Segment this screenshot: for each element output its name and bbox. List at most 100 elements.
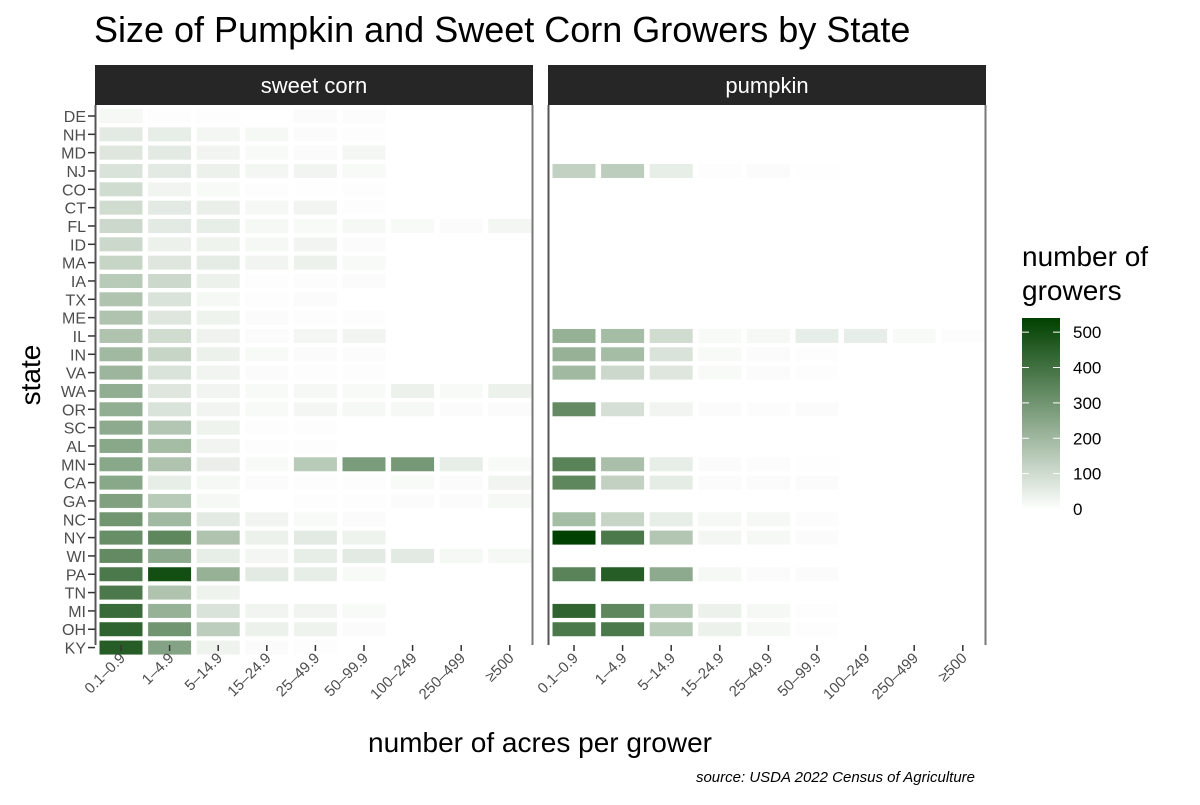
heatmap-tile: pumpkin PA 50–99.9: 10 [795,567,839,582]
heatmap-tile: sweet corn CA ≥500: 30 [488,475,532,490]
heatmap-tile: pumpkin NC 15–24.9: 20 [698,512,742,527]
heatmap-tile: sweet corn NH 25–49.9: 10 [293,127,337,142]
heatmap-tile: sweet corn WA 15–24.9: 15 [245,383,289,398]
heatmap-tile: sweet corn IN 15–24.9: 15 [245,347,289,362]
heatmap-tile: sweet corn GA 100–249: 10 [391,493,435,508]
heatmap-tile: pumpkin NJ 15–24.9: 5 [698,163,742,178]
y-tick-label: WI [66,549,86,566]
heatmap-tile: sweet corn FL 100–249: 15 [391,218,435,233]
y-tick-label: FL [67,219,86,236]
heatmap-tile: sweet corn DE 25–49.9: 10 [293,109,337,123]
heatmap-tile: sweet corn NY 0.1–0.9: 320 [99,530,143,545]
heatmap-tile: sweet corn WI ≥500: 20 [488,548,532,563]
legend-tick-label: 200 [1073,429,1101,448]
heatmap-tile: sweet corn WA 0.1–0.9: 230 [99,383,143,398]
y-tick-label: IL [73,329,86,346]
heatmap-tile: sweet corn ME 50–99.9: 5 [342,310,386,325]
legend-title-line-1: number of [1022,241,1148,272]
heatmap-tile: sweet corn NC 25–49.9: 15 [293,512,337,527]
x-tick-label: 100–249 [367,650,420,703]
heatmap-tile: pumpkin OR 0.1–0.9: 330 [552,402,596,417]
x-tick-label: 50–99.9 [774,650,824,700]
heatmap-tile: sweet corn VA 5–14.9: 30 [196,365,240,380]
heatmap-tile: pumpkin MN 1–4.9: 180 [601,457,645,472]
y-tick-label: VA [66,366,86,383]
heatmap-tile: sweet corn NJ 1–4.9: 60 [148,163,192,178]
y-tick-label: OR [62,402,86,419]
x-tick-label: 0.1–0.9 [81,650,128,697]
heatmap-tile: sweet corn CO 1–4.9: 30 [148,182,192,197]
heatmap-tile: pumpkin IN 25–49.9: 10 [746,347,790,362]
heatmap-tile: pumpkin PA 5–14.9: 240 [649,567,693,582]
heatmap-tile: sweet corn IL 50–99.9: 30 [342,328,386,343]
heatmap-tile: sweet corn CA 100–249: 15 [391,475,435,490]
heatmap-tile: pumpkin MI 0.1–0.9: 440 [552,603,596,618]
heatmap-tile: sweet corn WA 25–49.9: 20 [293,383,337,398]
heatmap-tile: pumpkin NY 0.1–0.9: 540 [552,530,596,545]
heatmap-tile: sweet corn PA 5–14.9: 220 [196,567,240,582]
heatmap-tile: sweet corn VA 25–49.9: 5 [293,365,337,380]
heatmap-tile: pumpkin MN 50–99.9: 3 [795,457,839,472]
heatmap-tile: sweet corn VA 1–4.9: 80 [148,365,192,380]
x-tick-label: 1–4.9 [139,650,178,689]
heatmap-tile: sweet corn IA 5–14.9: 40 [196,273,240,288]
heatmap-tile: sweet corn CT 50–99.9: 5 [342,200,386,215]
y-tick-label: CO [62,182,86,199]
legend-tick-label: 300 [1073,394,1101,413]
heatmap-tile: sweet corn IA 50–99.9: 10 [342,273,386,288]
heatmap-tile: pumpkin IL 250–499: 15 [892,328,936,343]
y-axis-title: state [15,345,46,406]
heatmap-tile: sweet corn PA 25–49.9: 50 [293,567,337,582]
heatmap-tile: sweet corn NH 1–4.9: 50 [148,127,192,142]
heatmap-tile: sweet corn VA 15–24.9: 10 [245,365,289,380]
heatmap-tile: sweet corn NJ 15–24.9: 25 [245,163,289,178]
heatmap-tile: sweet corn CA 1–4.9: 50 [148,475,192,490]
heatmap-tile: sweet corn MI 50–99.9: 15 [342,603,386,618]
heatmap-tile: pumpkin OH 0.1–0.9: 380 [552,622,596,637]
heatmap-tile: sweet corn CO 25–49.9: 3 [293,182,337,197]
color-legend: number of growers 0 100 200 300 400 500 [1022,241,1148,519]
heatmap-tile: sweet corn MA 50–99.9: 15 [342,255,386,270]
heatmap-tile: pumpkin NY 50–99.9: 10 [795,530,839,545]
heatmap-tile: sweet corn PA 0.1–0.9: 380 [99,567,143,582]
heatmap-tile: sweet corn TX 25–49.9: 10 [293,292,337,307]
heatmap-tile: sweet corn TX 1–4.9: 80 [148,292,192,307]
heatmap-tile: pumpkin IN 50–99.9: 5 [795,347,839,362]
heatmap-tile: pumpkin NJ 50–99.9: 3 [795,163,839,178]
heatmap-tile: pumpkin IN 15–24.9: 15 [698,347,742,362]
y-tick-label: IA [71,274,86,291]
heatmap-tile: sweet corn NY 15–24.9: 40 [245,530,289,545]
heatmap-tile: pumpkin VA 1–4.9: 110 [601,365,645,380]
heatmap-tile: sweet corn VA 0.1–0.9: 210 [99,365,143,380]
y-tick-label: PA [66,567,86,584]
heatmap-tile: sweet corn NJ 50–99.9: 15 [342,163,386,178]
heatmap-tile: pumpkin PA 0.1–0.9: 350 [552,567,596,582]
x-tick-label: ≥500 [482,650,518,686]
heatmap-tile: sweet corn NC 5–14.9: 60 [196,512,240,527]
heatmap-tile: pumpkin NC 1–4.9: 120 [601,512,645,527]
heatmap-tile: pumpkin VA 0.1–0.9: 200 [552,365,596,380]
heatmap-tile: sweet corn ID 50–99.9: 10 [342,237,386,252]
legend-tick-label: 400 [1073,359,1101,378]
heatmap-tile: pumpkin VA 5–14.9: 70 [649,365,693,380]
x-tick-label: 250–499 [416,650,469,703]
x-tick-label: 250–499 [869,650,922,703]
y-tick-label: CA [64,476,87,493]
heatmap-tile: sweet corn OH 15–24.9: 40 [245,622,289,637]
heatmap-tile: sweet corn CA 5–14.9: 20 [196,475,240,490]
heatmap-tile: sweet corn IA 25–49.9: 8 [293,273,337,288]
heatmap-tile: sweet corn WA 1–4.9: 70 [148,383,192,398]
heatmap-tile: sweet corn IN 25–49.9: 10 [293,347,337,362]
x-tick-label: 50–99.9 [321,650,371,700]
heatmap-tile: sweet corn FL 25–49.9: 15 [293,218,337,233]
heatmap-tile: pumpkin NY 25–49.9: 20 [746,530,790,545]
heatmap-tile: pumpkin IL 25–49.9: 20 [746,328,790,343]
heatmap-tile: sweet corn GA 1–4.9: 150 [148,493,192,508]
heatmap-tile: sweet corn AL 5–14.9: 30 [196,438,240,453]
heatmap-tile: sweet corn NC 1–4.9: 200 [148,512,192,527]
heatmap-tile: sweet corn MD 15–24.9: 15 [245,145,289,160]
heatmap-tile: pumpkin IL 50–99.9: 50 [795,328,839,343]
heatmap-tile: pumpkin VA 25–49.9: 10 [746,365,790,380]
heatmap-tile: sweet corn TX 5–14.9: 20 [196,292,240,307]
heatmap-tile: sweet corn IA 15–24.9: 5 [245,273,289,288]
